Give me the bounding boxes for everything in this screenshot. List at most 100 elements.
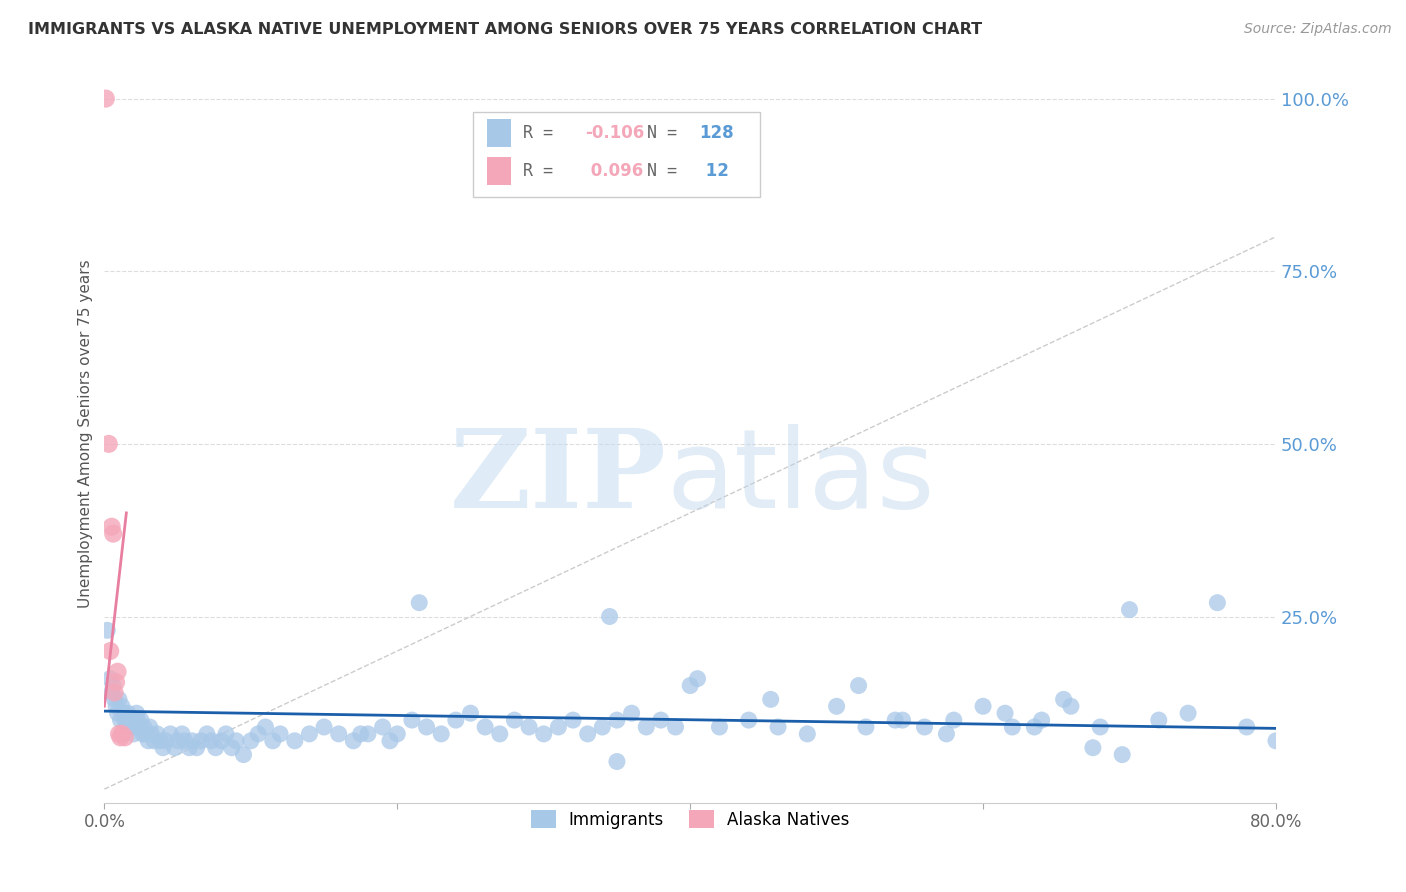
Point: [152, 740, 174, 755]
Bar: [488, 157, 510, 186]
Point: [186, 740, 208, 755]
Point: [599, 609, 621, 624]
Point: [378, 734, 401, 748]
Point: [129, 713, 152, 727]
Point: [650, 713, 672, 727]
Point: [328, 727, 350, 741]
Point: [174, 734, 197, 748]
Point: [115, 720, 138, 734]
Point: [284, 734, 307, 748]
Point: [131, 727, 153, 741]
Point: [415, 720, 437, 734]
Point: [108, 727, 131, 741]
Point: [101, 679, 124, 693]
Point: [848, 679, 870, 693]
Point: [1323, 720, 1346, 734]
Point: [357, 727, 380, 741]
Point: [935, 727, 957, 741]
Point: [709, 720, 731, 734]
Point: [107, 665, 129, 679]
Point: [994, 706, 1017, 721]
Point: [1111, 747, 1133, 762]
Point: [100, 685, 122, 699]
Point: [796, 727, 818, 741]
Point: [591, 720, 613, 734]
Point: [387, 727, 409, 741]
Point: [143, 734, 166, 748]
Point: [104, 685, 127, 699]
Text: R =: R =: [523, 162, 562, 180]
Point: [620, 706, 643, 721]
Point: [117, 706, 139, 721]
Point: [891, 713, 914, 727]
Text: 0.096: 0.096: [585, 162, 643, 180]
Point: [606, 755, 628, 769]
Point: [232, 747, 254, 762]
Point: [401, 713, 423, 727]
Point: [1236, 720, 1258, 734]
Point: [664, 720, 686, 734]
Point: [474, 720, 496, 734]
Point: [211, 734, 233, 748]
Point: [128, 720, 150, 734]
Point: [195, 727, 218, 741]
Point: [914, 720, 936, 734]
Point: [122, 727, 145, 741]
Point: [1024, 720, 1046, 734]
Point: [149, 734, 172, 748]
Point: [1294, 713, 1316, 727]
Point: [118, 713, 141, 727]
Point: [127, 713, 149, 727]
Point: [517, 720, 540, 734]
Point: [112, 706, 135, 721]
Point: [200, 734, 222, 748]
Point: [105, 675, 128, 690]
Point: [460, 706, 482, 721]
Point: [163, 740, 186, 755]
Point: [298, 727, 321, 741]
Point: [190, 734, 212, 748]
Point: [134, 727, 156, 741]
Point: [1382, 727, 1405, 741]
Point: [430, 727, 453, 741]
Point: [342, 734, 364, 748]
Point: [547, 720, 569, 734]
Legend: Immigrants, Alaska Natives: Immigrants, Alaska Natives: [524, 804, 856, 835]
Point: [444, 713, 467, 727]
Point: [166, 734, 188, 748]
Text: N =: N =: [647, 162, 686, 180]
Point: [101, 526, 124, 541]
Point: [221, 740, 243, 755]
Point: [855, 720, 877, 734]
Point: [1081, 740, 1104, 755]
Text: ZIP: ZIP: [450, 425, 666, 532]
Point: [139, 720, 162, 734]
Point: [269, 727, 291, 741]
Text: Source: ZipAtlas.com: Source: ZipAtlas.com: [1244, 22, 1392, 37]
Y-axis label: Unemployment Among Seniors over 75 years: Unemployment Among Seniors over 75 years: [79, 260, 93, 607]
Point: [114, 713, 136, 727]
Point: [204, 740, 226, 755]
Point: [686, 672, 709, 686]
Point: [766, 720, 789, 734]
Point: [97, 437, 120, 451]
Point: [105, 699, 128, 714]
Point: [679, 679, 702, 693]
Point: [1090, 720, 1112, 734]
Point: [239, 734, 262, 748]
Point: [1206, 596, 1229, 610]
Point: [1177, 706, 1199, 721]
Point: [759, 692, 782, 706]
Point: [503, 713, 526, 727]
Text: 128: 128: [700, 124, 734, 142]
Point: [371, 720, 394, 734]
Point: [132, 720, 155, 734]
Point: [107, 706, 129, 721]
Point: [94, 92, 117, 106]
Point: [606, 713, 628, 727]
Point: [972, 699, 994, 714]
Point: [1052, 692, 1074, 706]
Point: [146, 727, 169, 741]
Point: [825, 699, 848, 714]
Point: [121, 713, 143, 727]
